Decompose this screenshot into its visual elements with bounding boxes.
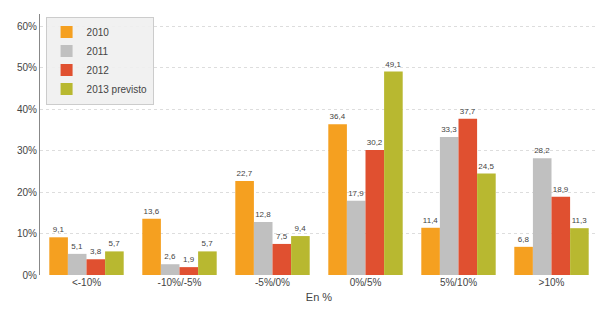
svg-text:0%: 0% <box>23 270 38 281</box>
svg-text:37,7: 37,7 <box>460 107 476 116</box>
svg-text:5,7: 5,7 <box>109 239 121 248</box>
svg-text:40%: 40% <box>17 104 37 115</box>
svg-text:0%/5%: 0%/5% <box>350 277 382 288</box>
svg-text:2,6: 2,6 <box>164 252 176 261</box>
svg-text:2012: 2012 <box>87 65 110 76</box>
svg-text:10%: 10% <box>17 228 37 239</box>
svg-text:49,1: 49,1 <box>385 60 401 69</box>
svg-text:20%: 20% <box>17 187 37 198</box>
svg-text:28,2: 28,2 <box>534 146 550 155</box>
svg-text:5%/10%: 5%/10% <box>440 277 477 288</box>
svg-text:24,5: 24,5 <box>478 162 494 171</box>
svg-text:30,2: 30,2 <box>367 138 383 147</box>
svg-text:22,7: 22,7 <box>237 169 253 178</box>
svg-text:17,9: 17,9 <box>348 189 364 198</box>
svg-text:7,5: 7,5 <box>276 232 288 241</box>
svg-text:60%: 60% <box>17 21 37 32</box>
svg-text:13,6: 13,6 <box>144 207 160 216</box>
svg-text:>10%: >10% <box>539 277 565 288</box>
svg-text:6,8: 6,8 <box>518 235 530 244</box>
svg-text:18,9: 18,9 <box>553 185 569 194</box>
svg-text:En %: En % <box>306 291 333 303</box>
svg-text:2010: 2010 <box>87 27 110 38</box>
svg-text:9,4: 9,4 <box>295 224 307 233</box>
svg-text:50%: 50% <box>17 62 37 73</box>
svg-text:9,1: 9,1 <box>53 225 65 234</box>
svg-text:-10%/-5%: -10%/-5% <box>158 277 202 288</box>
svg-text:2013 previsto: 2013 previsto <box>87 84 147 95</box>
svg-text:30%: 30% <box>17 145 37 156</box>
svg-text:12,8: 12,8 <box>255 210 271 219</box>
svg-text:2011: 2011 <box>87 46 109 57</box>
svg-text:<-10%: <-10% <box>72 277 101 288</box>
svg-text:-5%/0%: -5%/0% <box>255 277 290 288</box>
svg-text:5,1: 5,1 <box>71 242 83 251</box>
svg-text:3,8: 3,8 <box>90 247 102 256</box>
svg-text:11,4: 11,4 <box>423 216 439 225</box>
svg-text:33,3: 33,3 <box>441 125 457 134</box>
svg-text:1,9: 1,9 <box>183 255 195 264</box>
svg-text:36,4: 36,4 <box>330 112 346 121</box>
svg-text:5,7: 5,7 <box>202 239 214 248</box>
svg-text:11,3: 11,3 <box>572 216 588 225</box>
